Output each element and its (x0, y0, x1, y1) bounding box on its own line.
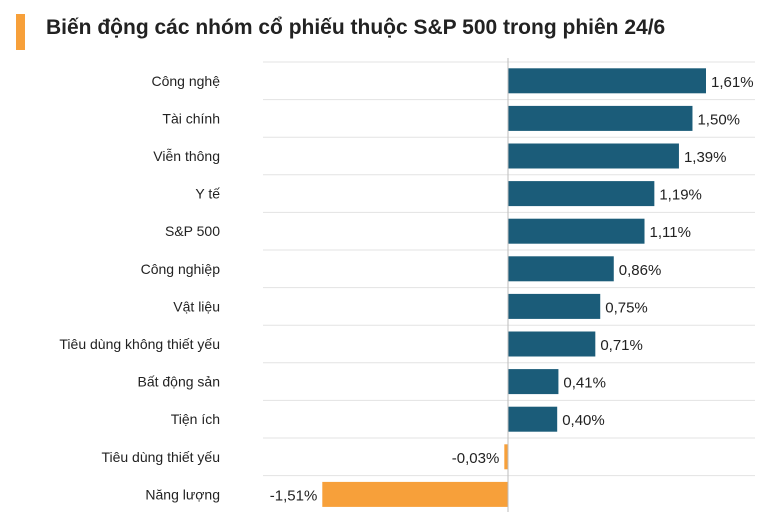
category-label: Bất động sản (137, 374, 220, 390)
category-label: Năng lượng (145, 486, 220, 502)
category-label: Công nghiệp (141, 261, 221, 277)
category-label: Tiêu dùng thiết yếu (101, 449, 220, 465)
data-label: 0,41% (563, 375, 606, 392)
bar (508, 68, 706, 94)
gridlines (263, 61, 755, 477)
bar (508, 331, 596, 357)
category-label: S&P 500 (165, 223, 220, 239)
bar (322, 481, 508, 507)
category-label: Y tế (195, 186, 220, 202)
chart-title: Biến động các nhóm cổ phiếu thuộc S&P 50… (46, 16, 666, 39)
title-accent-bar (16, 14, 25, 50)
bar (508, 369, 559, 395)
data-label: 1,19% (659, 187, 702, 204)
data-label: 0,75% (605, 299, 648, 316)
data-label: 1,11% (650, 224, 691, 241)
data-label: -0,03% (452, 450, 500, 467)
data-label: 0,40% (562, 412, 605, 429)
bar (508, 105, 693, 131)
bar (508, 406, 558, 432)
bars (322, 68, 706, 507)
data-label: 1,50% (697, 111, 740, 128)
data-label: 0,71% (600, 337, 643, 354)
category-label: Vật liệu (173, 298, 220, 314)
data-label: -1,51% (270, 487, 318, 504)
bar (508, 256, 614, 282)
bar (508, 181, 655, 207)
data-label: 1,39% (684, 149, 727, 166)
bar (508, 293, 601, 319)
category-label: Tài chính (162, 110, 220, 126)
bar (504, 444, 508, 470)
data-label: 1,61% (711, 74, 754, 91)
category-label: Tiện ích (171, 411, 220, 427)
category-label: Tiêu dùng không thiết yếu (59, 336, 220, 352)
data-label: 0,86% (619, 262, 662, 279)
bar (508, 218, 645, 244)
category-label: Công nghệ (151, 73, 220, 89)
category-label: Viễn thông (153, 148, 220, 164)
bar (508, 143, 679, 169)
labels: Công nghệ 1,61% Tài chính 1,50% Viễn thông 1,… (59, 73, 753, 505)
